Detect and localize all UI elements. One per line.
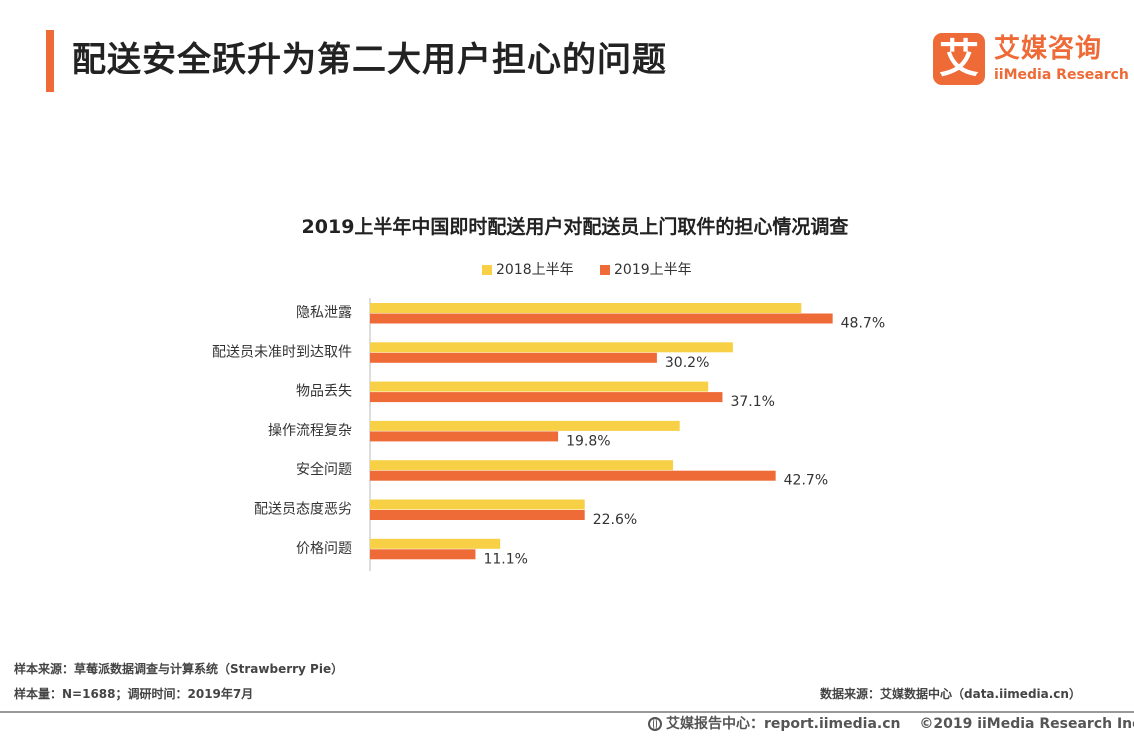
- legend-label-2018: 2018上半年: [496, 262, 574, 278]
- bar-2018: [370, 342, 733, 353]
- chart-title: 2019上半年中国即时配送用户对配送员上门取件的担心情况调查: [301, 216, 849, 238]
- bar-chart: 隐私泄露 48.7% 配送员未准时到达取件 30.2% 物品丢失 37.1% 操作流程复杂 1…: [212, 298, 885, 572]
- bar-2019: [370, 392, 723, 403]
- category-label: 隐私泄露: [296, 305, 352, 321]
- legend-swatch-2018: [482, 265, 492, 275]
- category-label: 安全问题: [296, 461, 352, 478]
- data-label: 48.7%: [841, 316, 885, 332]
- legend-swatch-2019: [600, 265, 610, 275]
- iimedia-logo: 艾 艾媒咨询 iiMedia Research: [933, 33, 1133, 85]
- bar-2019: [370, 470, 776, 481]
- category-label: 价格问题: [296, 541, 352, 557]
- category-label: 物品丢失: [296, 384, 352, 400]
- footer-divider: [0, 711, 1134, 713]
- category-label: 配送员态度恶劣: [254, 502, 352, 518]
- data-label: 30.2%: [665, 355, 709, 371]
- bar-2018: [370, 460, 674, 471]
- bar-2018: [370, 538, 501, 549]
- footer-bottom: 艾媒报告中心：report.iimedia.cn ©2019 iiMedia R…: [648, 714, 1134, 734]
- category-label: 配送员未准时到达取件: [212, 344, 352, 360]
- legend-label-2019: 2019上半年: [614, 262, 692, 278]
- bar-2018: [370, 303, 802, 313]
- title-accent-bar: [46, 30, 54, 92]
- bar-2019: [370, 352, 657, 363]
- bar-2018: [370, 381, 709, 392]
- footer-sample-source: 样本来源：草莓派数据调查与计算系统（Strawberry Pie）: [14, 662, 344, 676]
- data-label: 11.1%: [483, 551, 527, 567]
- data-label: 37.1%: [730, 394, 774, 410]
- bar-2019: [370, 313, 833, 324]
- logo-name-en: iiMedia Research: [994, 67, 1129, 83]
- category-label: 操作流程复杂: [268, 422, 352, 439]
- bar-2019: [370, 431, 559, 442]
- footer-report-center: 艾媒报告中心：report.iimedia.cn: [666, 716, 901, 732]
- data-label: 42.7%: [784, 473, 828, 489]
- logo-mark: 艾: [933, 33, 985, 85]
- bar-2019: [370, 549, 476, 560]
- footer-copyright: ©2019 iiMedia Research Inc: [919, 716, 1134, 732]
- footer-sample-size: 样本量：N=1688；调研时间：2019年7月: [14, 687, 254, 701]
- data-label: 19.8%: [566, 433, 610, 449]
- footer-data-source: 数据来源：艾媒数据中心（data.iimedia.cn）: [820, 687, 1081, 701]
- bar-2018: [370, 420, 680, 431]
- logo-name-cn: 艾媒咨询: [994, 34, 1103, 64]
- globe-icon: [648, 717, 662, 731]
- bar-2018: [370, 499, 585, 510]
- bar-2019: [370, 510, 585, 520]
- data-label: 22.6%: [593, 512, 637, 528]
- page-title: 配送安全跃升为第二大用户担心的问题: [72, 40, 667, 80]
